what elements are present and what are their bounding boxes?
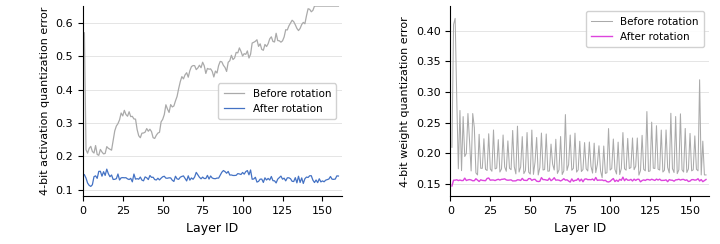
Before rotation: [222, 70, 231, 73]
Y-axis label: 4-bit activation quantization error: 4-bit activation quantization error: [40, 7, 50, 195]
After rotation: [612, 179, 621, 182]
Legend: Before rotation, After rotation: Before rotation, After rotation: [586, 11, 704, 47]
After rotation: [102, 168, 111, 171]
After rotation: [588, 178, 597, 181]
After rotation: [334, 174, 343, 177]
Before rotation: [334, 5, 343, 8]
After rotation: [291, 176, 300, 179]
After rotation: [325, 178, 333, 181]
Before rotation: [325, 5, 333, 8]
Line: Before rotation: Before rotation: [452, 18, 706, 178]
X-axis label: Layer ID: Layer ID: [186, 222, 238, 235]
Before rotation: [246, 53, 255, 56]
Legend: Before rotation, After rotation: Before rotation, After rotation: [218, 83, 336, 119]
After rotation: [520, 179, 528, 182]
X-axis label: Layer ID: Layer ID: [554, 222, 606, 235]
Before rotation: [702, 173, 711, 176]
Before rotation: [448, 146, 456, 149]
Before rotation: [598, 176, 606, 179]
After rotation: [618, 176, 627, 179]
Line: Before rotation: Before rotation: [84, 6, 338, 155]
Before rotation: [132, 128, 141, 131]
After rotation: [657, 179, 665, 182]
Line: After rotation: After rotation: [84, 169, 338, 186]
Before rotation: [80, 31, 89, 34]
After rotation: [702, 178, 711, 181]
Before rotation: [94, 154, 103, 157]
After rotation: [499, 178, 508, 181]
Before rotation: [616, 173, 624, 176]
Before rotation: [521, 169, 530, 172]
Line: After rotation: After rotation: [452, 177, 706, 186]
After rotation: [248, 178, 256, 181]
Y-axis label: 4-bit weight quantization error: 4-bit weight quantization error: [400, 16, 410, 187]
Before rotation: [659, 171, 667, 173]
Before rotation: [310, 5, 319, 8]
After rotation: [690, 179, 699, 182]
After rotation: [224, 170, 233, 173]
Before rotation: [153, 132, 162, 134]
After rotation: [86, 185, 95, 188]
Before rotation: [500, 165, 509, 168]
After rotation: [135, 178, 143, 181]
After rotation: [80, 173, 89, 176]
Before rotation: [692, 168, 701, 171]
Before rotation: [289, 20, 298, 23]
After rotation: [156, 178, 164, 181]
Before rotation: [590, 142, 598, 145]
After rotation: [448, 184, 456, 187]
Before rotation: [451, 17, 459, 20]
